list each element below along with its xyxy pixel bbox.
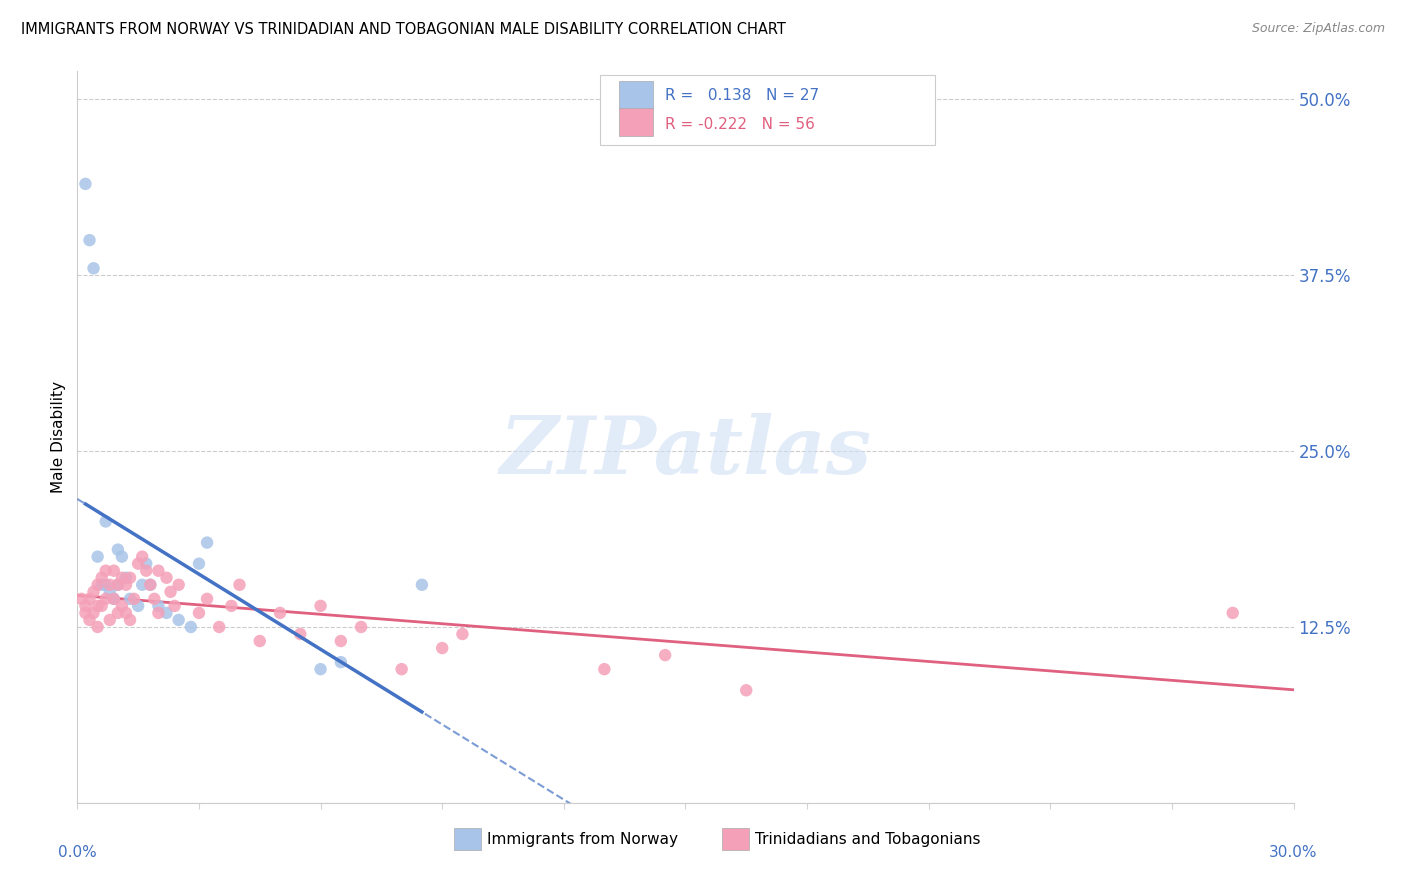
Point — [103, 564, 125, 578]
Text: R = -0.222   N = 56: R = -0.222 N = 56 — [665, 117, 814, 131]
Point — [228, 578, 250, 592]
Point — [83, 261, 105, 276]
Point — [90, 571, 112, 585]
Point — [350, 620, 373, 634]
Point — [83, 584, 105, 599]
Point — [86, 599, 108, 613]
Point — [309, 662, 332, 676]
Point — [94, 578, 117, 592]
Point — [167, 578, 190, 592]
Point — [90, 578, 112, 592]
Point — [159, 584, 181, 599]
Point — [155, 571, 177, 585]
Point — [90, 599, 112, 613]
Point — [111, 549, 134, 564]
Point — [411, 578, 433, 592]
Text: R =   0.138   N = 27: R = 0.138 N = 27 — [665, 88, 818, 103]
Point — [94, 515, 117, 529]
Point — [103, 591, 125, 606]
Point — [148, 606, 170, 620]
Point — [195, 535, 218, 549]
Point — [735, 683, 758, 698]
Point — [111, 571, 134, 585]
Point — [131, 578, 153, 592]
Text: Source: ZipAtlas.com: Source: ZipAtlas.com — [1251, 22, 1385, 36]
Point — [107, 578, 129, 592]
Point — [249, 634, 271, 648]
Point — [221, 599, 243, 613]
FancyBboxPatch shape — [600, 75, 935, 145]
Text: ZIPatlas: ZIPatlas — [499, 413, 872, 491]
Point — [208, 620, 231, 634]
Point — [98, 578, 121, 592]
Point — [111, 599, 134, 613]
Text: 0.0%: 0.0% — [58, 845, 97, 860]
Point — [75, 606, 97, 620]
Point — [135, 564, 157, 578]
Point — [269, 606, 291, 620]
Point — [167, 613, 190, 627]
Point — [98, 613, 121, 627]
Point — [329, 655, 352, 669]
Point — [86, 549, 108, 564]
Point — [94, 564, 117, 578]
Point — [115, 571, 138, 585]
Point — [188, 557, 211, 571]
Point — [139, 578, 162, 592]
Point — [180, 620, 202, 634]
Point — [148, 564, 170, 578]
Point — [86, 620, 108, 634]
Point — [131, 549, 153, 564]
Point — [115, 578, 138, 592]
Point — [122, 591, 145, 606]
Point — [451, 627, 474, 641]
Point — [79, 613, 101, 627]
Point — [107, 578, 129, 592]
Text: 30.0%: 30.0% — [1270, 845, 1317, 860]
Point — [163, 599, 186, 613]
Point — [118, 591, 141, 606]
Point — [107, 542, 129, 557]
Point — [139, 578, 162, 592]
Text: Trinidadians and Tobagonians: Trinidadians and Tobagonians — [755, 832, 980, 847]
Point — [107, 606, 129, 620]
FancyBboxPatch shape — [454, 829, 481, 850]
Text: Immigrants from Norway: Immigrants from Norway — [488, 832, 678, 847]
Point — [70, 591, 93, 606]
Point — [135, 557, 157, 571]
Point — [188, 606, 211, 620]
Point — [143, 591, 166, 606]
FancyBboxPatch shape — [721, 829, 748, 850]
Point — [654, 648, 676, 662]
Point — [127, 599, 149, 613]
Point — [593, 662, 616, 676]
Point — [329, 634, 352, 648]
Point — [290, 627, 312, 641]
Point — [118, 613, 141, 627]
Point — [1222, 606, 1244, 620]
Point — [94, 591, 117, 606]
Point — [115, 606, 138, 620]
Point — [127, 557, 149, 571]
Point — [195, 591, 218, 606]
Text: IMMIGRANTS FROM NORWAY VS TRINIDADIAN AND TOBAGONIAN MALE DISABILITY CORRELATION: IMMIGRANTS FROM NORWAY VS TRINIDADIAN AN… — [21, 22, 786, 37]
Point — [86, 578, 108, 592]
Point — [79, 591, 101, 606]
Point — [75, 177, 97, 191]
Point — [118, 571, 141, 585]
Point — [83, 606, 105, 620]
Point — [98, 584, 121, 599]
Point — [103, 591, 125, 606]
Point — [148, 599, 170, 613]
FancyBboxPatch shape — [619, 108, 652, 136]
Y-axis label: Male Disability: Male Disability — [51, 381, 66, 493]
Point — [430, 641, 453, 656]
Point — [79, 233, 101, 247]
FancyBboxPatch shape — [619, 80, 652, 109]
Point — [75, 599, 97, 613]
Point — [391, 662, 413, 676]
Point — [309, 599, 332, 613]
Point — [155, 606, 177, 620]
